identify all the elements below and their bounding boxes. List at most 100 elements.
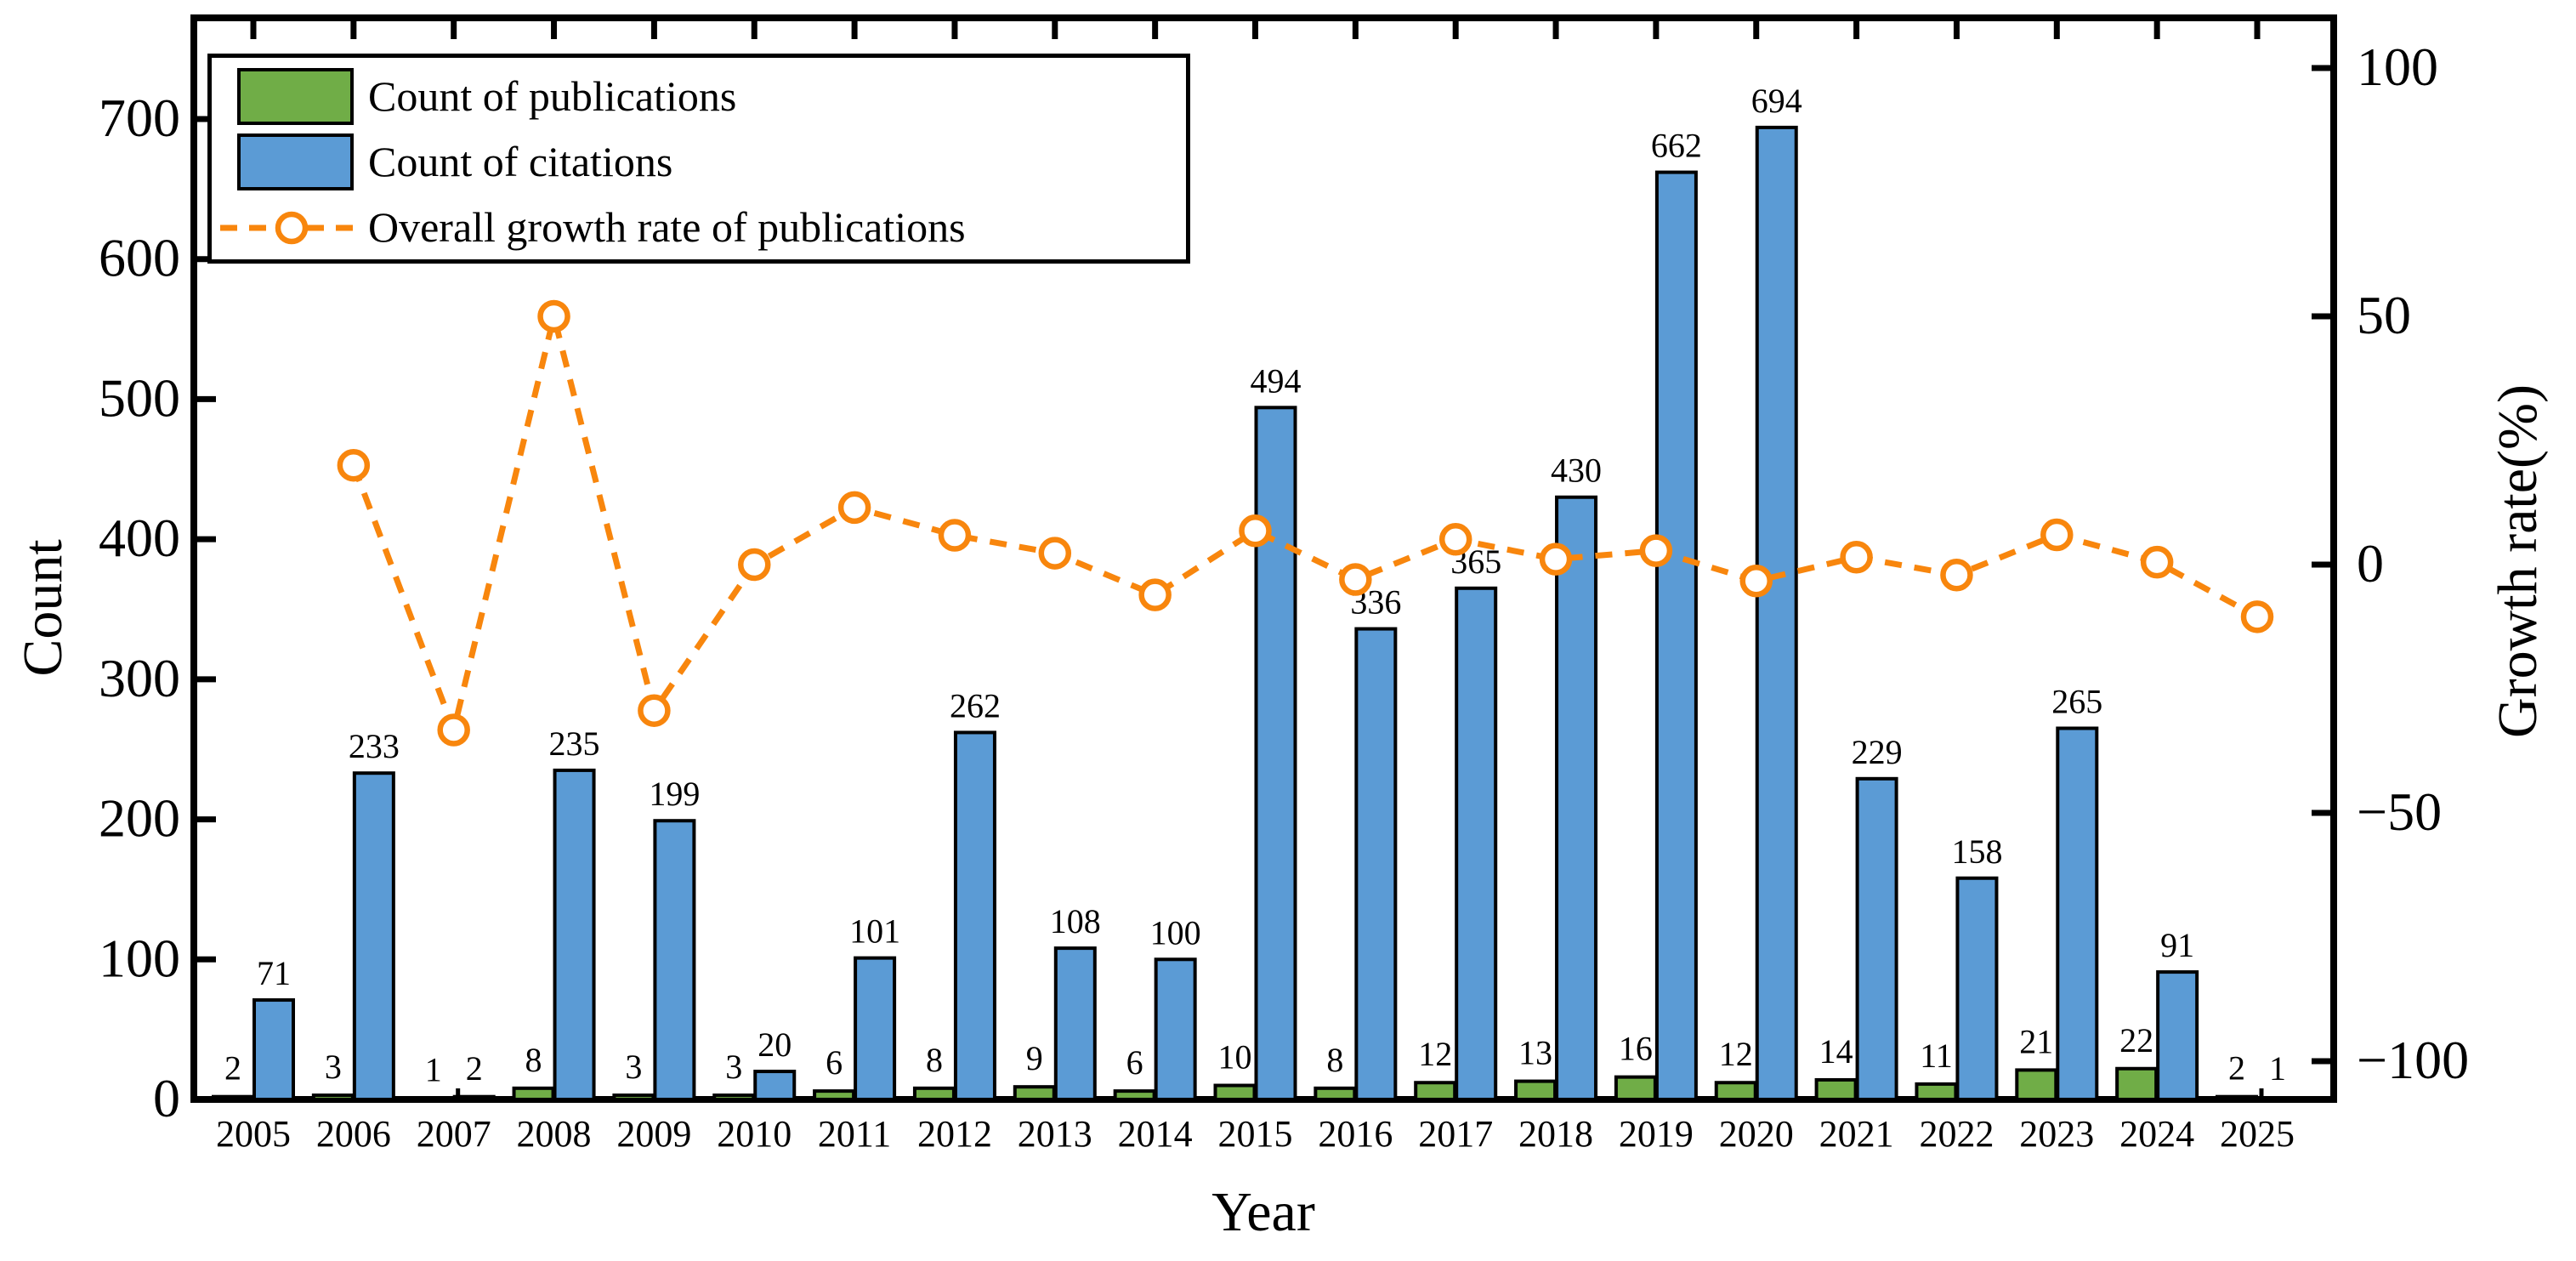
bar-label-citations: 108 — [1050, 902, 1101, 940]
bar-label-publications: 2 — [2228, 1049, 2245, 1088]
legend-swatch-publications — [237, 68, 354, 125]
y-axis-tick-label: 700 — [99, 88, 180, 148]
bar-label-citations: 100 — [1150, 913, 1201, 951]
bar-label-publications: 14 — [1819, 1032, 1853, 1071]
x-axis-tick-label: 2006 — [316, 1113, 391, 1155]
growth-marker-2023 — [2040, 518, 2074, 552]
growth-marker-2008 — [537, 299, 570, 333]
bar-publications-2016 — [1314, 1086, 1357, 1102]
bar-publications-2014 — [1113, 1089, 1156, 1102]
y2-axis-tick-label: −100 — [2357, 1030, 2469, 1090]
y-axis-tick-label: 600 — [99, 228, 180, 288]
bar-label-citations: 233 — [349, 727, 400, 765]
bar-label-citations: 91 — [2160, 926, 2194, 964]
x-axis-title: Year — [1211, 1181, 1315, 1243]
bar-label-citations: 430 — [1551, 452, 1602, 490]
bar-label-publications: 8 — [926, 1041, 943, 1079]
growth-marker-2021 — [1840, 540, 1873, 574]
bar-citations-2015 — [1254, 406, 1297, 1102]
bar-label-publications: 3 — [625, 1048, 642, 1086]
x-axis-tick-label: 2011 — [818, 1113, 891, 1155]
growth-marker-2014 — [1138, 578, 1172, 611]
x-axis-tick-label: 2020 — [1719, 1113, 1794, 1155]
growth-marker-2019 — [1639, 534, 1673, 567]
bar-citations-2020 — [1755, 125, 1798, 1102]
y-axis-tick-label: 100 — [99, 928, 180, 988]
legend-line-marker-sample — [215, 199, 368, 256]
x-axis-tick-label: 2012 — [917, 1113, 992, 1155]
bar-publications-2021 — [1814, 1077, 1858, 1101]
bar-citations-2011 — [854, 956, 897, 1101]
bar-publications-2022 — [1915, 1082, 1958, 1102]
bar-label-citations: 2 — [466, 1049, 483, 1088]
x-axis-tick-label: 2024 — [2119, 1113, 2194, 1155]
legend-swatch-citations — [237, 133, 354, 190]
bar-label-publications: 9 — [1026, 1039, 1043, 1077]
bar-label-citations: 694 — [1751, 82, 1802, 120]
bar-citations-2025 — [2256, 1096, 2299, 1102]
bar-citations-2010 — [753, 1070, 797, 1101]
bar-citations-2021 — [1855, 776, 1898, 1101]
y-axis-title: Count — [12, 539, 74, 677]
bar-label-citations: 20 — [757, 1025, 792, 1064]
bar-publications-2025 — [2216, 1094, 2258, 1101]
bar-label-publications: 22 — [2119, 1021, 2153, 1059]
growth-marker-2015 — [1239, 514, 1272, 548]
legend-marker-circle — [275, 211, 309, 245]
y-axis-tick-label: 200 — [99, 788, 180, 849]
bar-publications-2007 — [411, 1096, 455, 1102]
x-axis-tick-label: 2023 — [2019, 1113, 2094, 1155]
x-axis-tick-label: 2019 — [1619, 1113, 1694, 1155]
bar-label-publications: 3 — [725, 1048, 742, 1086]
bar-label-publications: 1 — [425, 1050, 442, 1088]
x-axis-tick-label: 2007 — [417, 1113, 491, 1155]
bar-label-citations: 662 — [1651, 127, 1702, 165]
growth-marker-2017 — [1438, 522, 1472, 556]
legend-row-growth: Overall growth rate of publications — [220, 199, 1186, 256]
growth-marker-2006 — [337, 448, 371, 482]
legend-line-sample-svg — [220, 211, 363, 245]
bar-label-citations: 1 — [2269, 1049, 2286, 1088]
bar-label-publications: 21 — [2019, 1022, 2053, 1060]
bar-citations-2007 — [452, 1094, 496, 1101]
x-axis-tick-label: 2014 — [1118, 1113, 1193, 1155]
bar-label-citations: 265 — [2051, 683, 2102, 721]
y-axis-tick-label: 500 — [99, 367, 180, 428]
y-axis-tick-label: 300 — [99, 648, 180, 708]
bar-publications-2008 — [512, 1086, 555, 1102]
legend-row-citations: Count of citations — [237, 133, 1186, 190]
growth-marker-2024 — [2140, 545, 2174, 579]
bar-label-citations: 229 — [1852, 733, 1903, 771]
x-axis-tick-label: 2008 — [517, 1113, 592, 1155]
bar-label-publications: 13 — [1518, 1034, 1552, 1072]
y-axis-tick-label: 400 — [99, 508, 180, 568]
bar-label-publications: 6 — [826, 1043, 843, 1082]
legend-row-publications: Count of publications — [237, 68, 1186, 125]
bar-publications-2009 — [612, 1093, 655, 1102]
bar-publications-2019 — [1614, 1075, 1657, 1102]
legend: Count of publications Count of citations… — [207, 54, 1190, 264]
bar-citations-2008 — [553, 768, 596, 1102]
bar-publications-2013 — [1013, 1085, 1056, 1101]
bar-citations-2012 — [953, 730, 996, 1101]
growth-marker-2013 — [1038, 537, 1072, 570]
growth-marker-2016 — [1339, 563, 1372, 596]
growth-marker-2007 — [437, 713, 470, 747]
x-axis-tick-label: 2005 — [216, 1113, 291, 1155]
bar-label-publications: 10 — [1218, 1038, 1252, 1076]
y-axis-tick-label: 0 — [153, 1068, 180, 1128]
growth-marker-2011 — [837, 491, 871, 525]
bar-citations-2023 — [2056, 726, 2099, 1101]
bar-citations-2013 — [1053, 946, 1097, 1101]
bar-label-publications: 8 — [1326, 1041, 1343, 1079]
bar-label-citations: 235 — [549, 724, 600, 763]
bar-label-publications: 3 — [325, 1048, 342, 1086]
x-axis-tick-label: 2025 — [2220, 1113, 2295, 1155]
legend-label-growth: Overall growth rate of publications — [368, 203, 966, 251]
bar-publications-2024 — [2115, 1066, 2159, 1101]
x-axis-tick-label: 2015 — [1218, 1113, 1293, 1155]
growth-line — [350, 315, 2259, 741]
bar-citations-2017 — [1455, 586, 1498, 1101]
bar-publications-2020 — [1714, 1081, 1757, 1101]
